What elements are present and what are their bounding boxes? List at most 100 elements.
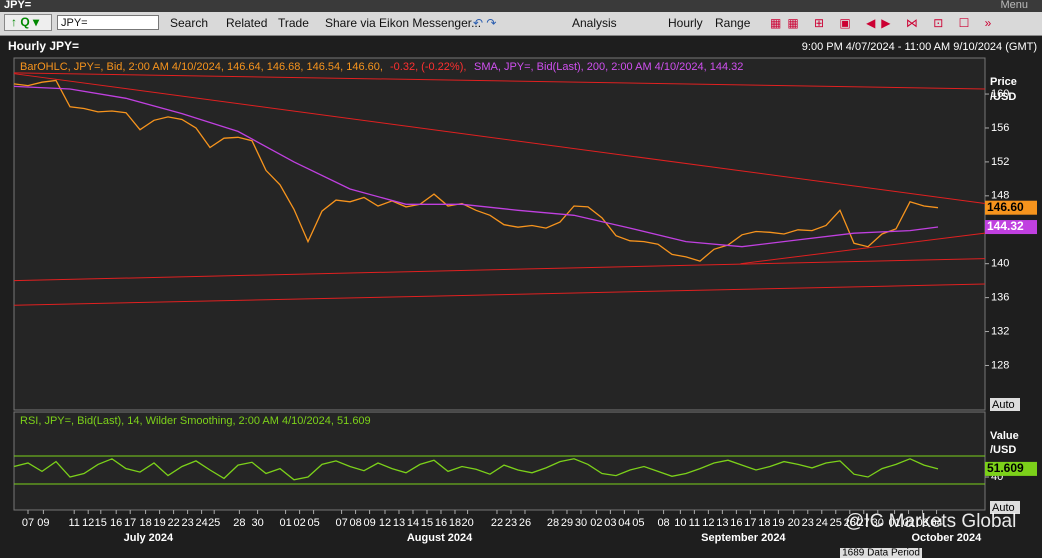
x-tick-label: 14 — [407, 517, 419, 529]
nav-button[interactable]: ↑ Q ▾ — [4, 14, 52, 31]
x-tick-label: 18 — [449, 517, 461, 529]
x-tick-label: 02 — [902, 517, 914, 529]
x-tick-label: 27 — [858, 517, 870, 529]
price-change: -0.32, (-0.22%), — [390, 61, 466, 73]
x-tick-label: 05 — [632, 517, 644, 529]
series-line — [13, 458, 939, 481]
y-tick-label: 132 — [991, 325, 1009, 337]
period-box — [840, 548, 922, 558]
rsi-panel — [13, 411, 986, 511]
auto-button[interactable] — [990, 501, 1020, 514]
auto-label[interactable]: Auto — [992, 502, 1015, 514]
x-tick-label: 22 — [167, 517, 179, 529]
search-button[interactable]: Search — [170, 16, 209, 30]
x-tick-label: 30 — [251, 517, 263, 529]
last-value-box — [985, 220, 1037, 235]
month-label: October 2024 — [912, 532, 983, 544]
last-value-box — [985, 461, 1037, 476]
x-tick-label: 28 — [233, 517, 245, 529]
x-tick-label: 22 — [491, 517, 503, 529]
price-panel — [13, 57, 986, 411]
x-tick-label: 28 — [547, 517, 559, 529]
toolbar: ↑ Q ▾ JPY= Search Related Trade Share vi… — [0, 12, 1042, 36]
x-tick-label: 01 — [279, 517, 291, 529]
trend-line — [13, 258, 986, 282]
auto-label[interactable]: Auto — [992, 399, 1015, 411]
ric-input[interactable]: JPY= — [57, 15, 159, 30]
menu[interactable]: Menu — [1000, 0, 1028, 11]
auto-button[interactable] — [990, 398, 1020, 411]
y-tick-label: 160 — [991, 88, 1009, 100]
x-tick-label: 24 — [816, 517, 828, 529]
last-value-box — [985, 200, 1037, 215]
x-tick-label: 16 — [730, 517, 742, 529]
x-tick-label: 25 — [830, 517, 842, 529]
x-tick-label: 10 — [674, 517, 686, 529]
x-tick-label: 20 — [788, 517, 800, 529]
trade-menu[interactable]: Trade — [278, 16, 309, 30]
x-tick-label: 07 — [335, 517, 347, 529]
x-tick-label: 03 — [916, 517, 928, 529]
x-tick-label: 19 — [772, 517, 784, 529]
title-bar: JPY= Menu — [0, 0, 1042, 12]
y-axis-label: /USD — [990, 444, 1016, 456]
x-tick-label: 18 — [758, 517, 770, 529]
interval-menu[interactable]: Hourly — [668, 16, 703, 30]
x-tick-label: 15 — [421, 517, 433, 529]
y-axis-label: /USD — [990, 91, 1016, 103]
x-tick-label: 13 — [393, 517, 405, 529]
series-line — [13, 85, 939, 248]
x-tick-label: 23 — [802, 517, 814, 529]
x-tick-label: 12 — [82, 517, 94, 529]
x-tick-label: 08 — [657, 517, 669, 529]
share-button[interactable]: Share via Eikon Messenger... — [325, 16, 482, 30]
trend-line — [13, 283, 986, 306]
chart-header-title: Hourly JPY= — [8, 39, 79, 53]
x-tick-label: 25 — [208, 517, 220, 529]
window-title: JPY= — [4, 0, 32, 11]
undo[interactable]: ↶ ↷ — [473, 16, 497, 30]
x-tick-label: 07 — [22, 517, 34, 529]
last-value-label: 144.32 — [987, 219, 1024, 233]
x-tick-label: 26 — [844, 517, 856, 529]
x-tick-label: 04 — [930, 517, 942, 529]
x-tick-label: 11 — [689, 517, 700, 529]
x-tick-label: 13 — [716, 517, 728, 529]
y-tick-label: 140 — [991, 258, 1009, 270]
y-tick-label: 156 — [991, 122, 1009, 134]
x-tick-label: 16 — [110, 517, 122, 529]
data-period: 1689 Data Period — [842, 548, 920, 558]
x-tick-label: 03 — [604, 517, 616, 529]
x-tick-label: 18 — [139, 517, 151, 529]
x-tick-label: 17 — [744, 517, 756, 529]
x-tick-label: 05 — [307, 517, 319, 529]
x-tick-label: 16 — [435, 517, 447, 529]
trend-line — [13, 73, 986, 204]
y-axis-label: Price — [990, 76, 1017, 88]
watermark: @IC Markets Global — [845, 511, 1016, 532]
y-tick-label: 148 — [991, 190, 1009, 202]
x-tick-label: 01 — [888, 517, 900, 529]
x-tick-label: 26 — [519, 517, 531, 529]
last-value-label: 51.609 — [987, 461, 1024, 475]
month-label: September 2024 — [701, 532, 786, 544]
chart-tools[interactable]: ▦▦ ⊞ ▣ ◀▶ ⋈ ⊡ ☐ » — [770, 16, 998, 30]
x-tick-label: 15 — [95, 517, 107, 529]
related-menu[interactable]: Related — [226, 16, 268, 30]
month-label: July 2024 — [124, 532, 174, 544]
month-label: August 2024 — [407, 532, 473, 544]
x-tick-label: 12 — [702, 517, 714, 529]
x-tick-label: 30 — [575, 517, 587, 529]
x-tick-label: 29 — [561, 517, 573, 529]
range-menu[interactable]: Range — [715, 16, 751, 30]
y-tick-label: 136 — [991, 292, 1009, 304]
x-tick-label: 09 — [37, 517, 49, 529]
analysis-menu[interactable]: Analysis — [572, 16, 617, 30]
x-tick-label: 30 — [872, 517, 884, 529]
x-tick-label: 11 — [68, 517, 79, 529]
x-tick-label: 09 — [363, 517, 375, 529]
chart: Hourly JPY= 9:00 PM 4/07/2024 - 11:00 AM… — [0, 36, 1042, 558]
chart-header-range: 9:00 PM 4/07/2024 - 11:00 AM 9/10/2024 (… — [802, 41, 1037, 53]
x-tick-label: 08 — [349, 517, 361, 529]
